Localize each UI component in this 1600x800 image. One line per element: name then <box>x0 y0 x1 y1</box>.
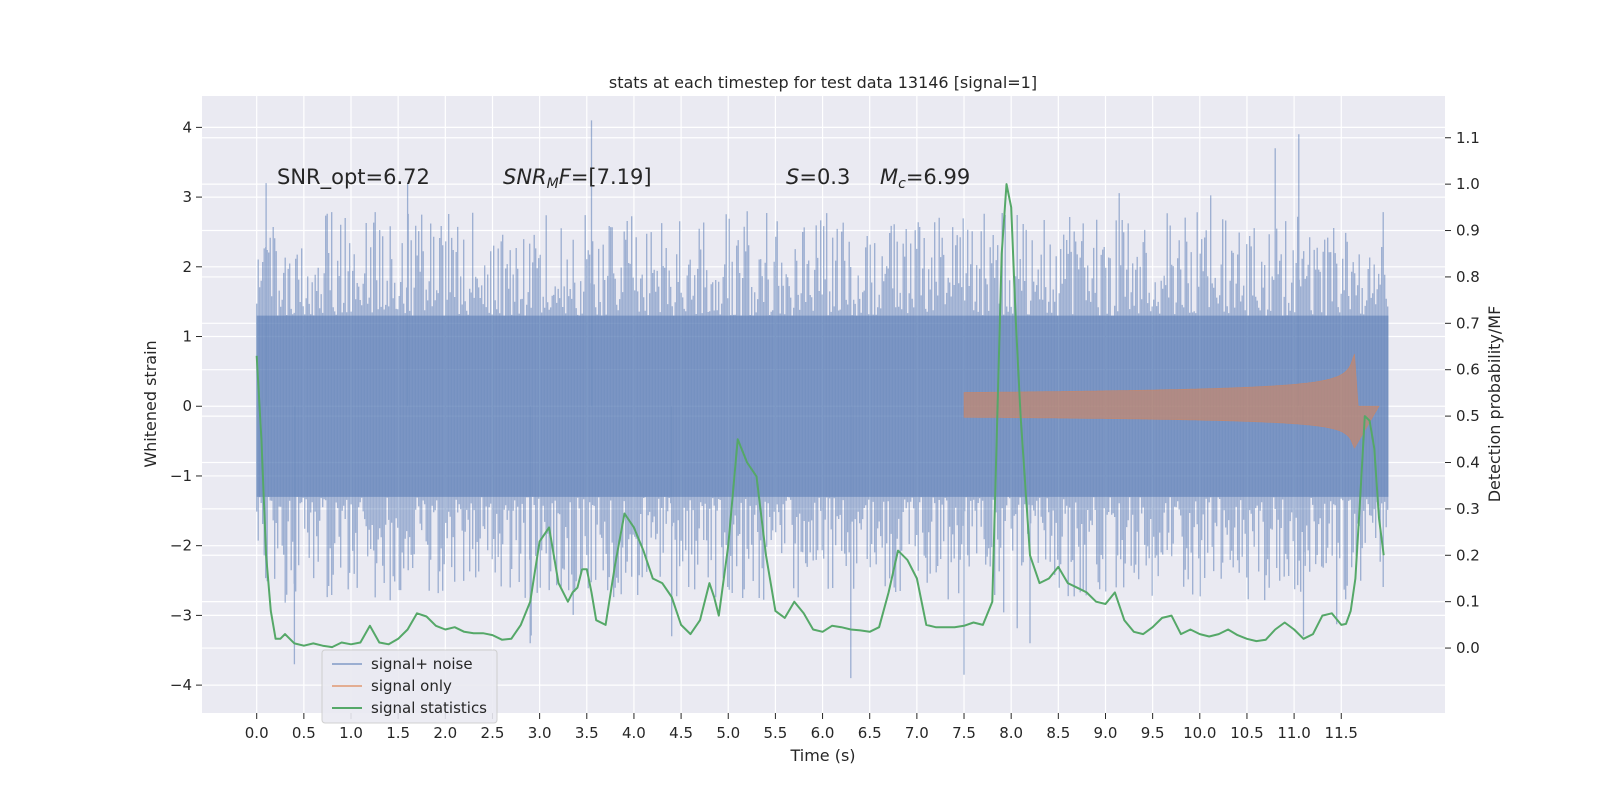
y-tick-label: 0 <box>182 397 192 415</box>
x-tick-label: 0.5 <box>292 724 316 742</box>
y2-tick-label: 0.5 <box>1456 407 1480 425</box>
annotation-snr-opt: SNR_opt=6.72 <box>277 165 430 190</box>
y2-tick-label: 0.7 <box>1456 314 1480 332</box>
y2-tick-label: 0.0 <box>1456 639 1480 657</box>
y-axis-right-label: Detection probability/MF <box>1485 306 1504 503</box>
y2-tick-label: 1.0 <box>1456 175 1480 193</box>
x-tick-label: 10.0 <box>1183 724 1216 742</box>
legend-label-signal-noise: signal+ noise <box>371 655 473 673</box>
y2-tick-label: 0.1 <box>1456 593 1480 611</box>
legend: signal+ noise signal only signal statist… <box>321 649 498 724</box>
x-axis-ticks: 0.0 0.5 1.0 1.5 2.0 2.5 3.0 3.5 4.0 4.5 5.0 5.5 6.0 6… <box>245 713 1358 742</box>
x-tick-label: 3.5 <box>575 724 599 742</box>
x-tick-label: 5.5 <box>763 724 787 742</box>
y-tick-label: −4 <box>170 676 192 694</box>
statistics-line <box>255 183 1385 649</box>
y2-tick-label: 0.6 <box>1456 361 1480 379</box>
x-tick-label: 8.5 <box>1046 724 1070 742</box>
y-axis-left-label: Whitened strain <box>141 340 160 467</box>
x-tick-label: 11.0 <box>1277 724 1310 742</box>
x-tick-label: 2.0 <box>433 724 457 742</box>
x-tick-label: 9.0 <box>1094 724 1118 742</box>
chart-title: stats at each timestep for test data 131… <box>609 73 1037 92</box>
y-tick-label: −2 <box>170 537 192 555</box>
chirp-envelope <box>963 353 1380 449</box>
annotation-snr-mf: SNRMF=[7.19] <box>503 165 652 192</box>
x-tick-label: 7.5 <box>952 724 976 742</box>
legend-label-signal-statistics: signal statistics <box>371 699 487 717</box>
x-tick-label: 4.5 <box>669 724 693 742</box>
y2-tick-label: 0.4 <box>1456 453 1480 471</box>
x-tick-label: 6.5 <box>858 724 882 742</box>
x-tick-label: 0.0 <box>245 724 269 742</box>
x-axis-label: Time (s) <box>789 746 855 765</box>
x-tick-label: 2.5 <box>481 724 505 742</box>
y-tick-label: 4 <box>182 118 192 136</box>
y2-tick-label: 0.9 <box>1456 222 1480 240</box>
x-tick-label: 1.5 <box>386 724 410 742</box>
x-tick-label: 3.0 <box>528 724 552 742</box>
y2-tick-label: 0.2 <box>1456 546 1480 564</box>
series-signal-statistics <box>255 183 1385 649</box>
x-tick-label: 11.5 <box>1325 724 1358 742</box>
x-tick-label: 7.0 <box>905 724 929 742</box>
y-axis-right-ticks: 1.1 1.0 0.9 0.8 0.7 0.6 0.5 0.4 0.3 0.2 0.1 0.0 <box>1445 129 1480 657</box>
annotation-s: S=0.3 <box>786 165 850 189</box>
y-axis-left-ticks: 4 3 2 1 0 −1 −2 −3 −4 <box>170 118 202 694</box>
x-tick-label: 6.0 <box>811 724 835 742</box>
x-tick-label: 10.5 <box>1230 724 1263 742</box>
x-tick-label: 1.0 <box>339 724 363 742</box>
x-tick-label: 9.5 <box>1141 724 1165 742</box>
y2-tick-label: 0.8 <box>1456 268 1480 286</box>
y-tick-label: 1 <box>182 328 192 346</box>
y-tick-label: 3 <box>182 188 192 206</box>
y2-tick-label: 0.3 <box>1456 500 1480 518</box>
legend-label-signal-only: signal only <box>371 677 452 695</box>
x-tick-label: 4.0 <box>622 724 646 742</box>
y-tick-label: −3 <box>170 606 192 624</box>
y-tick-label: −1 <box>170 467 192 485</box>
annotation-mc: Mc=6.99 <box>880 165 970 192</box>
y2-tick-label: 1.1 <box>1456 129 1480 147</box>
x-tick-label: 8.0 <box>999 724 1023 742</box>
series-signal-only <box>963 353 1380 449</box>
y-tick-label: 2 <box>182 258 192 276</box>
legend-box <box>321 649 498 724</box>
x-tick-label: 5.0 <box>716 724 740 742</box>
